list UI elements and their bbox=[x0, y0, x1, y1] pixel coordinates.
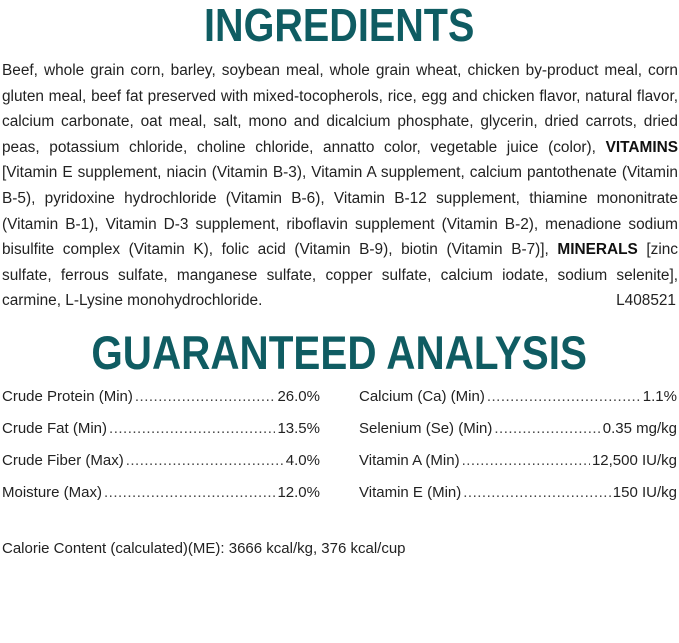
analysis-table: Crude Protein (Min)26.0% Calcium (Ca) (M… bbox=[2, 388, 679, 502]
minerals-label: MINERALS bbox=[557, 241, 638, 259]
ingredients-heading: INGREDIENTS bbox=[204, 0, 475, 51]
analysis-row: Crude Fiber (Max)4.0% bbox=[2, 452, 320, 470]
calorie-content: Calorie Content (calculated)(ME): 3666 k… bbox=[2, 539, 406, 557]
analysis-row: Crude Protein (Min)26.0% bbox=[2, 388, 320, 406]
lot-code: L408521 bbox=[616, 292, 676, 310]
ingredients-list: Beef, whole grain corn, barley, soybean … bbox=[2, 58, 678, 314]
analysis-row: Crude Fat (Min)13.5% bbox=[2, 420, 320, 438]
analysis-row: Vitamin E (Min)150 IU/kg bbox=[359, 484, 677, 502]
vitamins-label: VITAMINS bbox=[605, 138, 678, 156]
analysis-row: Vitamin A (Min)12,500 IU/kg bbox=[359, 452, 677, 470]
guaranteed-analysis-heading: GUARANTEED ANALYSIS bbox=[91, 325, 588, 379]
analysis-row: Calcium (Ca) (Min)1.1% bbox=[359, 388, 677, 406]
analysis-row: Selenium (Se) (Min)0.35 mg/kg bbox=[359, 420, 677, 438]
analysis-row: Moisture (Max)12.0% bbox=[2, 484, 320, 502]
